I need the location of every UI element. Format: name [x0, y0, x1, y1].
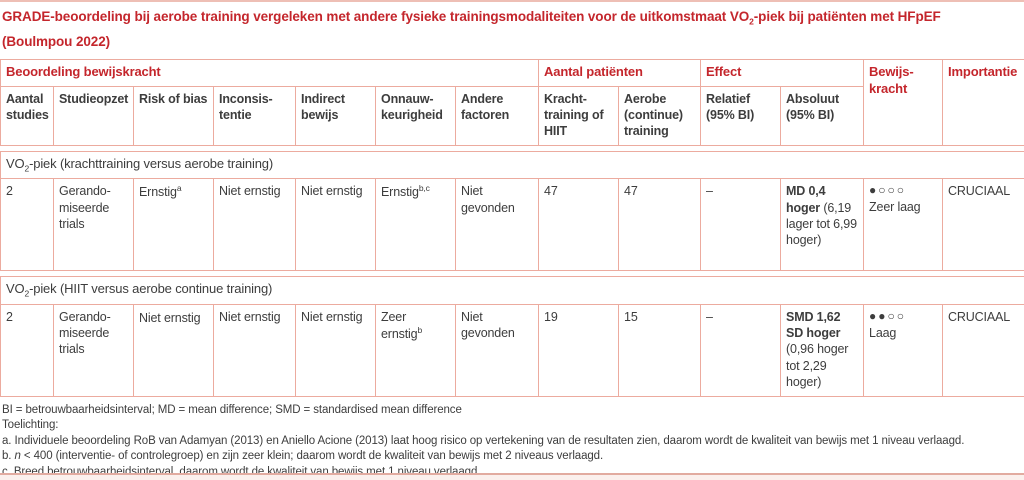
col-header-aerobe-training: Aerobe (continue) training: [618, 85, 702, 146]
footnote-marker: b,c: [418, 183, 430, 194]
cell-aantal-studies: 2: [0, 178, 54, 272]
group-header-effect: Effect: [700, 58, 865, 87]
cell-relatief: –: [700, 178, 782, 272]
table-row-hiit: 2 Gerando-miseerde trials Niet ernstig N…: [0, 303, 1024, 397]
page-title-citation: (Boulmpou 2022): [2, 33, 111, 49]
col-header-andere-factoren: Andere factoren: [454, 85, 540, 146]
effect-estimate: MD 0,4 hoger: [786, 184, 826, 215]
cell-inconsistentie: Niet ernstig: [213, 178, 296, 272]
cell-risk-of-bias: Ernstiga: [133, 178, 214, 272]
cell-absoluut: SMD 1,62 SD hoger (0,96 hoger tot 2,29 h…: [780, 303, 865, 397]
cell-onnauwkeurigheid: Ernstigb,c: [375, 178, 456, 272]
footnote-abbreviations: BI = betrouwbaarheidsinterval; MD = mean…: [2, 403, 462, 416]
col-header-krachttraining: Kracht-training of HIIT: [538, 85, 620, 146]
cell-studieopzet: Gerando-miseerde trials: [53, 178, 134, 272]
group-header-importantie: Importantie: [942, 58, 1024, 146]
group-header-bewijskracht: Bewijs-kracht: [863, 58, 944, 146]
bottom-divider: [0, 473, 1024, 480]
section-header-row-hiit: VO2-piek (HIIT versus aerobe continue tr…: [0, 276, 1024, 305]
cell-aerobe-training-n: 15: [618, 303, 702, 397]
section-title-text: VO: [6, 155, 25, 171]
cell-text: Niet ernstig: [139, 311, 201, 326]
footnote-a: a. Individuele beoordeling RoB van Adamy…: [2, 434, 965, 447]
page-title-text: GRADE-beoordeling bij aerobe training ve…: [2, 9, 750, 24]
effect-estimate: SMD 1,62 SD hoger: [786, 309, 841, 341]
table-column-header-row: Aantal studies Studieopzet Risk of bias …: [0, 85, 1024, 146]
section-header-row-krachttraining: VO2-piek (krachttraining versus aerobe t…: [0, 150, 1024, 180]
table-group-header-row: Beoordeling bewijskracht Aantal patiënte…: [0, 58, 1024, 146]
section-title-subscript: 2: [24, 163, 30, 174]
cell-aantal-studies: 2: [0, 303, 54, 397]
section-title: VO2-piek (HIIT versus aerobe continue tr…: [0, 276, 1024, 305]
section-title-text: VO: [6, 281, 25, 297]
top-divider: [0, 0, 1024, 2]
grade-rating-icon: ●○○○: [869, 183, 907, 198]
col-header-absoluut: Absoluut (95% BI): [780, 85, 865, 146]
footnote-b: b. n < 400 (interventie- of controlegroe…: [2, 449, 1018, 465]
page-title: GRADE-beoordeling bij aerobe training ve…: [0, 0, 1024, 52]
title-subscript: 2: [749, 16, 754, 27]
section-title: VO2-piek (krachttraining versus aerobe t…: [0, 150, 1024, 180]
cell-text: Zeer ernstig: [381, 309, 418, 342]
cell-krachttraining-n: 47: [538, 178, 620, 272]
col-header-indirect-bewijs: Indirect bewijs: [295, 85, 376, 146]
cell-bewijskracht: ●●○○ Laag: [863, 303, 944, 397]
confidence-interval: (6,19 lager tot 6,99 hoger): [786, 200, 857, 248]
col-header-onnauwkeurigheid: Onnauw-keurigheid: [375, 85, 456, 146]
group-header-beoordeling: Beoordeling bewijskracht: [0, 58, 540, 87]
cell-relatief: –: [700, 303, 782, 397]
grade-evidence-table: Beoordeling bewijskracht Aantal patiënte…: [0, 58, 1024, 397]
cell-andere-factoren: Niet gevonden: [454, 178, 540, 272]
cell-text: Ernstig: [139, 185, 177, 200]
cell-krachttraining-n: 19: [538, 303, 620, 397]
cell-indirect-bewijs: Niet ernstig: [295, 178, 376, 272]
grade-rating-label: Zeer laag: [869, 199, 921, 214]
table-row-krachttraining: 2 Gerando-miseerde trials Ernstiga Niet …: [0, 178, 1024, 272]
cell-inconsistentie: Niet ernstig: [213, 303, 296, 397]
section-title-text-end: -piek (HIIT versus aerobe continue train…: [29, 281, 273, 297]
col-header-inconsistentie: Inconsis-tentie: [213, 85, 296, 146]
section-title-text-end: -piek (krachttraining versus aerobe trai…: [29, 155, 274, 171]
group-header-aantal-patienten: Aantal patiënten: [538, 58, 702, 87]
section-title-subscript: 2: [24, 288, 30, 299]
page-title-text-end: -piek bij patiënten met HFpEF: [753, 9, 941, 24]
cell-aerobe-training-n: 47: [618, 178, 702, 272]
footnote-b-prefix: b.: [2, 450, 15, 463]
footnote-marker: a: [176, 183, 182, 194]
footnotes: BI = betrouwbaarheidsinterval; MD = mean…: [0, 397, 1024, 480]
footnote-toelichting-label: Toelichting:: [2, 419, 59, 432]
cell-importantie: CRUCIAAL: [942, 178, 1024, 272]
cell-studieopzet: Gerando-miseerde trials: [53, 303, 134, 397]
col-header-studieopzet: Studieopzet: [53, 85, 134, 146]
cell-risk-of-bias: Niet ernstig: [133, 303, 214, 397]
cell-absoluut: MD 0,4 hoger (6,19 lager tot 6,99 hoger): [780, 178, 865, 272]
footnote-b-variable: n: [14, 450, 21, 463]
confidence-interval: (0,96 hoger tot 2,29 hoger): [786, 342, 849, 389]
cell-text: Ernstig: [381, 185, 419, 200]
grade-rating-icon: ●●○○: [869, 308, 907, 323]
cell-andere-factoren: Niet gevonden: [454, 303, 540, 397]
cell-bewijskracht: ●○○○ Zeer laag: [863, 178, 944, 272]
footnote-b-text: < 400 (interventie- of controlegroep) en…: [20, 450, 604, 463]
col-header-relatief: Relatief (95% BI): [700, 85, 782, 146]
grade-rating-label: Laag: [869, 325, 897, 340]
cell-indirect-bewijs: Niet ernstig: [295, 303, 376, 397]
col-header-aantal-studies: Aantal studies: [0, 85, 54, 146]
cell-onnauwkeurigheid: Zeer ernstigb: [375, 303, 456, 397]
cell-importantie: CRUCIAAL: [942, 303, 1024, 397]
footnote-marker: b: [417, 325, 423, 336]
col-header-risk-of-bias: Risk of bias: [133, 85, 214, 146]
